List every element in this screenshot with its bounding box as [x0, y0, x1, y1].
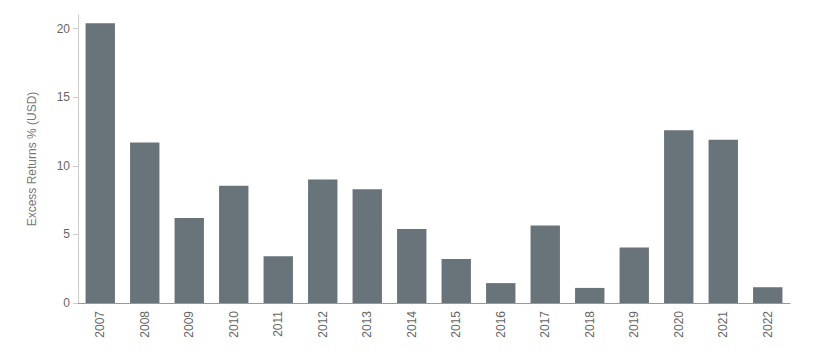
svg-text:2010: 2010	[227, 311, 241, 338]
svg-text:2011: 2011	[271, 311, 285, 337]
svg-text:2007: 2007	[93, 311, 107, 338]
svg-text:2020: 2020	[672, 311, 686, 338]
svg-text:2021: 2021	[716, 311, 730, 338]
svg-text:2014: 2014	[405, 311, 419, 338]
svg-text:2016: 2016	[494, 311, 508, 338]
svg-text:2015: 2015	[449, 311, 463, 338]
svg-text:2017: 2017	[538, 311, 552, 338]
svg-text:0: 0	[63, 296, 70, 310]
svg-text:2009: 2009	[182, 311, 196, 338]
svg-text:2019: 2019	[627, 311, 641, 338]
svg-text:Excess Returns % (USD): Excess Returns % (USD)	[25, 92, 39, 227]
svg-text:20: 20	[57, 22, 71, 36]
svg-text:2022: 2022	[761, 311, 775, 338]
svg-text:5: 5	[63, 227, 70, 241]
svg-text:2008: 2008	[138, 311, 152, 338]
svg-text:2013: 2013	[360, 311, 374, 338]
svg-text:15: 15	[57, 90, 71, 104]
svg-text:2012: 2012	[316, 311, 330, 338]
svg-text:2018: 2018	[583, 311, 597, 338]
svg-text:10: 10	[57, 159, 71, 173]
